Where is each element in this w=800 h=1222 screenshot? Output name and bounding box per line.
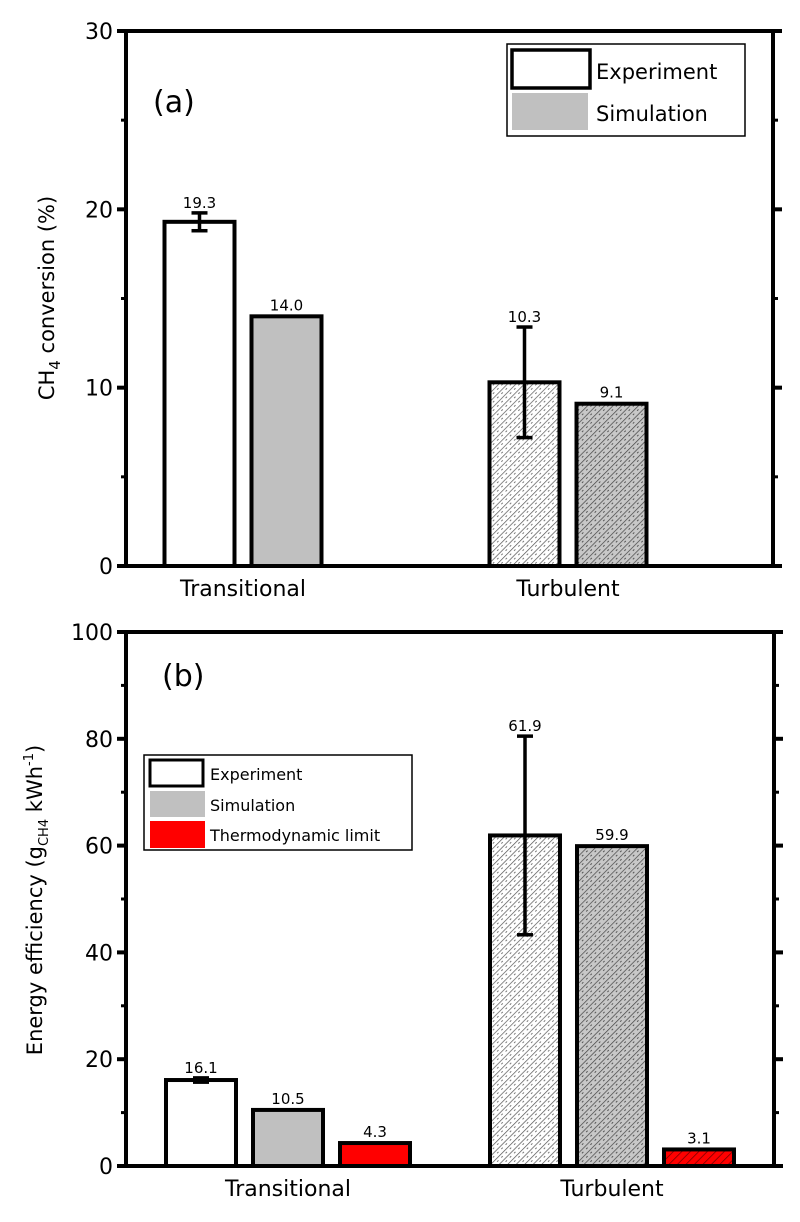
legend-label-experiment: Experiment — [596, 60, 717, 84]
y-tick-label: 30 — [85, 20, 113, 45]
y-tick-label: 60 — [85, 835, 113, 860]
data-label: 61.9 — [508, 717, 541, 735]
bar-thermodynamic-limit-transitional — [338, 1141, 412, 1168]
category-label-turbulent: Turbulent — [515, 577, 620, 602]
data-label: 3.1 — [687, 1129, 711, 1147]
y-tick-label: 40 — [85, 941, 113, 966]
panel-a-legend: Experiment Simulation — [506, 43, 746, 137]
panel-a-y-axis-title: CH4 conversion (%) — [35, 196, 64, 400]
legend-swatch-thermodynamic-limit — [150, 821, 205, 848]
category-label-turbulent: Turbulent — [559, 1177, 664, 1202]
legend-label-thermodynamic-limit: Thermodynamic limit — [209, 826, 380, 845]
panel-a-plot: 19.3 14.0 Transitional 10.3 9.1 Turbulent 0 10 2… — [85, 20, 782, 602]
panel-b-y-axis-title: Energy efficiency (gCH4 kWh-1) — [22, 745, 52, 1055]
legend-label-simulation: Simulation — [596, 102, 708, 126]
chart-marks: 19.3 14.0 Transitional 10.3 9.1 Turbulent 0 10 2… — [71, 20, 783, 1202]
bar-simulation-transitional — [251, 1107, 325, 1169]
y-tick-label: 20 — [85, 1048, 113, 1073]
bar-simulation-turbulent — [575, 844, 649, 1168]
bar-simulation-transitional — [249, 314, 324, 569]
legend-swatch-experiment — [148, 758, 205, 788]
data-label: 9.1 — [600, 384, 624, 402]
data-label: 16.1 — [184, 1059, 217, 1077]
bar-experiment-transitional — [164, 1078, 238, 1168]
y-tick-label: 0 — [99, 1155, 113, 1180]
y-tick-label: 0 — [99, 555, 113, 580]
bar-simulation-turbulent — [574, 401, 649, 569]
category-label-transitional: Transitional — [224, 1177, 351, 1202]
y-tick-label: 10 — [85, 377, 113, 402]
panel-a-label: (a) — [153, 85, 195, 120]
panel-b-plot: 16.1 10.5 4.3 Transitional 61.9 59.9 3.1 Turbul… — [71, 621, 783, 1202]
data-label: 10.5 — [271, 1090, 304, 1108]
y-tick-label: 80 — [85, 728, 113, 753]
y-tick-label: 20 — [85, 198, 113, 223]
data-label: 19.3 — [183, 194, 216, 212]
legend-label-simulation: Simulation — [210, 796, 295, 815]
data-label: 59.9 — [595, 826, 628, 844]
legend-swatch-experiment — [510, 48, 592, 90]
panel-b-label: (b) — [162, 659, 204, 694]
legend-swatch-simulation — [150, 791, 205, 817]
bar-thermodynamic-limit-turbulent — [662, 1147, 736, 1169]
data-label: 14.0 — [270, 296, 303, 314]
y-tick-label: 100 — [71, 621, 113, 646]
panel-a: (a) CH4 conversion (%) Experiment Simula… — [35, 43, 746, 400]
category-label-transitional: Transitional — [179, 577, 306, 602]
panel-b: (b) Energy efficiency (gCH4 kWh-1) Exper… — [22, 659, 413, 1055]
legend-label-experiment: Experiment — [210, 765, 302, 784]
legend-swatch-simulation — [512, 93, 588, 130]
bar-experiment-transitional — [162, 219, 237, 568]
panel-b-legend: Experiment Simulation Thermodynamic limi… — [143, 754, 413, 851]
data-label: 4.3 — [363, 1123, 387, 1141]
data-label: 10.3 — [508, 308, 541, 326]
